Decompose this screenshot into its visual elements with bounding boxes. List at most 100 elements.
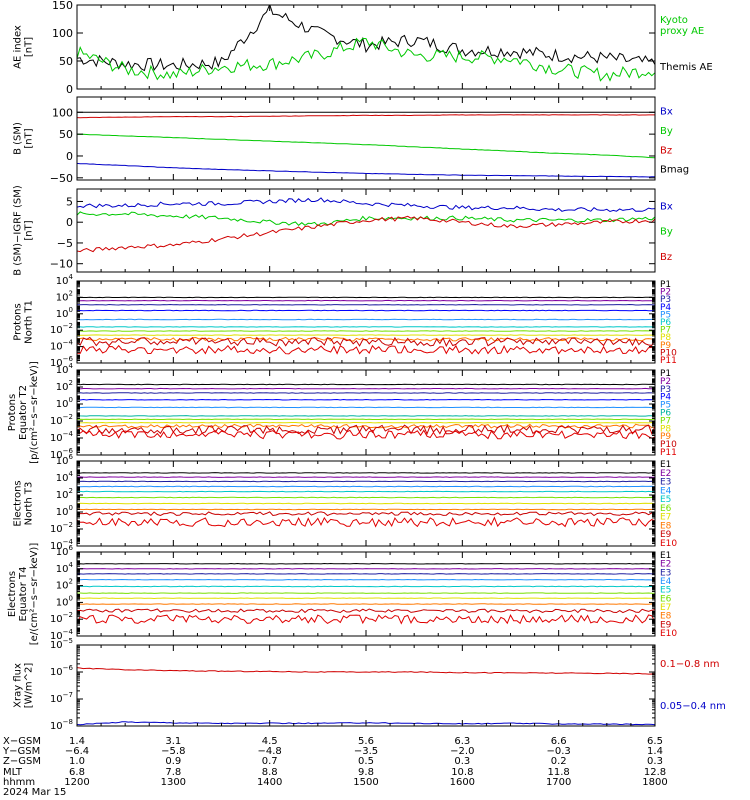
ephemeris-cell: 10.8: [451, 767, 473, 778]
ylabel-pe: Protons Equator T2 [p/(cm²−s−sr−keV)]: [7, 361, 40, 464]
series-pe-P1: [77, 383, 655, 386]
ylabel-line: [nT]: [24, 37, 35, 57]
panel-xray: 10−5 10−6 10−7 10−8 Xray flux [W/m^2] 0.1−0.8 …: [13, 637, 726, 732]
legend-item: E8: [660, 521, 672, 531]
series-group-pn: [77, 296, 655, 355]
series-group-pe: [77, 383, 655, 440]
ytick-label-ee: 10−2: [50, 611, 73, 625]
ytick-label-pn: 100: [56, 306, 73, 320]
ephemeris-cell: 1.0: [69, 756, 85, 767]
series-pn-P3: [77, 303, 655, 306]
series-bsm-Bz: [77, 114, 655, 119]
series-en-E9: [77, 511, 655, 517]
ylabel-en: Electrons North T3: [13, 480, 35, 526]
series-bigrf-Bz: [77, 215, 655, 253]
legend-item: proxy AE: [660, 26, 704, 37]
ytick-label-en: 106: [56, 453, 74, 467]
legend-item: 0.1−0.8 nm: [660, 659, 719, 670]
series-pn-P4: [77, 309, 655, 312]
ephemeris-cell: 6.8: [69, 767, 85, 778]
ytick-label-xray: 10−8: [50, 718, 73, 732]
legend-item: P4: [660, 303, 671, 313]
legend-item: E3: [660, 568, 671, 578]
series-pe-P4: [77, 398, 655, 401]
legend-item: E7: [660, 513, 671, 523]
ephemeris-cell: 0.3: [454, 756, 470, 767]
legend-item: E2: [660, 560, 671, 570]
series-pn-P10: [77, 336, 655, 348]
ylabel-line: Equator T4: [18, 567, 29, 622]
ytick-label-ee: 100: [56, 594, 73, 608]
series-pe-P2: [77, 387, 655, 390]
ytick-label-ae: 0: [66, 83, 73, 96]
series-en-E5: [77, 490, 655, 493]
ytick-label-pe: 10−4: [50, 430, 74, 444]
legend-item: Bz: [660, 145, 672, 156]
ytick-label-bsm: 50: [59, 128, 73, 141]
frame-ae: [76, 4, 656, 90]
series-pn-P5: [77, 318, 655, 321]
series-ee-E2: [77, 568, 655, 570]
ylabel-line: [nT]: [24, 220, 35, 240]
legend-item: E10: [660, 629, 677, 639]
legend-item: Bz: [660, 252, 672, 263]
panel-pn: 104 102 100 10−2 10−4 10−6 Protons North T1 P1P2…: [13, 273, 678, 369]
legend-item: P2: [660, 377, 671, 387]
series-ee-E7: [77, 597, 655, 600]
ytick-label-pe: 100: [56, 396, 73, 410]
ephemeris-row-label: MLT: [3, 767, 23, 778]
ephemeris-cell: 1400: [257, 777, 282, 788]
ytick-label-pe: 104: [56, 362, 74, 376]
series-en-E4: [77, 485, 655, 488]
ephemeris-cell: −0.3: [547, 746, 571, 757]
series-xray-0-1-0-8-nm: [77, 667, 655, 675]
legend-item: P8: [660, 424, 671, 434]
ytick-label-ee: 102: [56, 578, 73, 592]
legend-item: P10: [660, 440, 677, 450]
legend-item: E5: [660, 495, 671, 505]
ytick-label-en: 100: [56, 504, 73, 518]
legend-item: P11: [660, 356, 677, 366]
frame-bigrf: [76, 188, 656, 273]
series-group-ee: [77, 562, 655, 625]
legend-item: E4: [660, 486, 672, 496]
series-group-xray: [77, 667, 655, 726]
ytick-label-bsm: −50: [50, 172, 73, 185]
ytick-label-pe: 10−6: [50, 447, 74, 461]
series-ee-E10: [77, 614, 655, 625]
legend-item: P7: [660, 416, 671, 426]
legend-item: E8: [660, 612, 672, 622]
legend-item: E7: [660, 603, 671, 613]
ephemeris-cell: 0.2: [551, 756, 567, 767]
ytick-label-pn: 102: [56, 289, 73, 303]
ytick-label-ae: 150: [52, 0, 73, 12]
legend-item: P3: [660, 385, 671, 395]
legend-item: P8: [660, 333, 671, 343]
ephemeris-cell: 1.4: [647, 746, 663, 757]
ylabel-line: B (SM)−IGRF (SM): [13, 185, 24, 276]
ytick-label-en: 10−2: [50, 521, 73, 535]
ephemeris-cell: 1700: [546, 777, 571, 788]
ephemeris-cell: 3.1: [165, 736, 181, 747]
ephemeris-cell: 6.5: [647, 736, 663, 747]
ytick-label-pn: 10−6: [50, 355, 74, 369]
legend-item: P10: [660, 348, 677, 358]
ephemeris-cell: 1500: [353, 777, 378, 788]
series-ee-E1: [77, 562, 655, 565]
ytick-label-ee: 104: [56, 561, 74, 575]
ephemeris-cell: 0.5: [358, 756, 374, 767]
legend-item: By: [660, 126, 673, 137]
ephemeris-row-label: Z−GSM: [3, 756, 41, 767]
ephemeris-cell: 8.8: [262, 767, 278, 778]
legend-item: P7: [660, 326, 671, 336]
ylabel-xray: Xray flux [W/m^2]: [13, 663, 35, 709]
ephemeris-cell: 7.8: [165, 767, 181, 778]
legend-item: E10: [660, 539, 677, 549]
series-pe-P3: [77, 392, 655, 394]
series-en-E1: [77, 472, 655, 474]
ephemeris-cell: 11.8: [548, 767, 570, 778]
legend-item: P5: [660, 310, 671, 320]
